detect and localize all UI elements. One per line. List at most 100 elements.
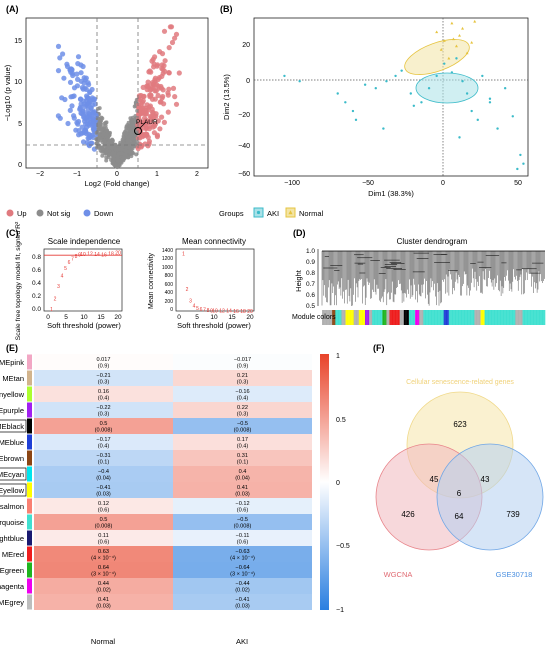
module-color-block xyxy=(358,310,366,325)
volcano-point xyxy=(107,149,112,154)
panel-label-d: (D) xyxy=(293,228,306,238)
volcano-point xyxy=(162,68,168,74)
volcano-point xyxy=(108,130,112,135)
scale-xtick: 15 xyxy=(97,314,105,321)
volcano-point xyxy=(74,120,80,126)
heatmap-pvalue-normal: (0.008) xyxy=(95,524,113,530)
scale-ylabel: Scale free topology model fit, signed R² xyxy=(15,221,22,340)
volcano-point xyxy=(62,96,68,103)
module-name: MEpurple xyxy=(0,406,24,415)
volcano-point xyxy=(149,109,156,115)
pca-point-aki xyxy=(516,167,519,171)
heatmap-pvalue-aki: (0.04) xyxy=(235,476,250,482)
legend-up-swatch xyxy=(6,209,14,217)
venn-count-top-right: 43 xyxy=(481,475,490,484)
heatmap-cell-normal xyxy=(34,450,173,466)
mc-ytick: 1200 xyxy=(162,256,173,262)
pca-ytick: −20 xyxy=(238,112,250,119)
volcano-point xyxy=(152,75,158,81)
legend-up-label: Up xyxy=(17,209,27,218)
venn-circle-gse xyxy=(436,443,544,551)
volcano-point xyxy=(166,45,172,51)
mc-xtick: 0 xyxy=(177,314,181,321)
heatmap-cell-normal xyxy=(34,370,173,386)
colorbar-tick: 1 xyxy=(336,353,340,360)
venn-count-center: 6 xyxy=(457,489,462,498)
volcano-point xyxy=(89,86,95,93)
heatmap-value-aki: −0.64 xyxy=(235,565,249,571)
module-color-block xyxy=(382,310,387,325)
module-color-block xyxy=(443,310,450,325)
scale-xtick: 5 xyxy=(64,314,68,321)
panel-label-b: (B) xyxy=(220,4,233,14)
volcano-point xyxy=(128,132,133,137)
dendro-title: Cluster dendrogram xyxy=(397,237,468,246)
pca-frame xyxy=(253,17,529,177)
volcano-point xyxy=(127,127,132,132)
volcano-point xyxy=(132,104,137,109)
volcano-point xyxy=(80,86,86,92)
module-color-block xyxy=(474,310,481,325)
volcano-point xyxy=(147,113,153,120)
volcano-point xyxy=(125,138,130,143)
module-swatch xyxy=(27,482,32,498)
scale-point: 10 xyxy=(80,252,86,258)
volcano-point xyxy=(116,158,120,163)
scale-ytick: 0.0 xyxy=(32,306,41,313)
volcano-point xyxy=(123,152,128,157)
heatmap-pvalue-aki: (4 × 10⁻⁴) xyxy=(230,555,255,562)
volcano-point xyxy=(146,104,152,110)
volcano-point xyxy=(80,63,86,70)
module-color-block xyxy=(372,310,383,325)
heatmap-pvalue-aki: (0.4) xyxy=(237,444,249,450)
pca-plot: −100 −50 0 50 20 0 −20 −40 −60 Dim1 (38.… xyxy=(219,17,529,218)
plaur-marker xyxy=(134,127,142,135)
volcano-point xyxy=(85,121,91,127)
heatmap-pvalue-aki: (3 × 10⁻⁴) xyxy=(230,571,255,578)
mc-point: 10 xyxy=(212,308,218,314)
heatmap-value-normal: 0.44 xyxy=(98,581,109,587)
colorbar-tick: 0 xyxy=(336,480,340,487)
heatmap-value-aki: 0.4 xyxy=(239,469,247,475)
plaur-label: PLAUR xyxy=(136,119,158,126)
volcano-point xyxy=(167,24,173,30)
scale-title: Scale independence xyxy=(48,237,121,246)
volcano-xtick: −2 xyxy=(36,171,44,178)
dendro-ytick: 1.0 xyxy=(306,248,315,255)
volcano-point xyxy=(67,79,74,85)
scale-point: 4 xyxy=(61,274,64,280)
volcano-point xyxy=(100,133,105,138)
volcano-point xyxy=(78,96,84,102)
pca-point-normal xyxy=(470,40,474,44)
venn-count-left-right: 64 xyxy=(455,512,464,521)
pca-point-aki xyxy=(354,118,358,122)
pca-point-aki xyxy=(458,136,461,139)
heatmap-pvalue-aki: (0.008) xyxy=(234,428,252,434)
pca-point-aki xyxy=(344,101,347,104)
volcano-point xyxy=(153,113,159,119)
volcano-ytick: 10 xyxy=(14,79,22,86)
heatmap-value-normal: 0.41 xyxy=(98,597,109,603)
volcano-point xyxy=(138,101,144,107)
venn-label-wgcna: WGCNA xyxy=(384,570,413,579)
scale-xtick: 0 xyxy=(46,314,50,321)
mc-ytick: 200 xyxy=(165,299,174,305)
mc-point: 1 xyxy=(182,251,185,257)
volcano-point xyxy=(160,87,166,93)
heatmap-value-normal: 0.63 xyxy=(98,549,109,555)
volcano-point xyxy=(161,28,168,34)
heatmap-cell-aki xyxy=(173,482,312,498)
heatmap-col-aki: AKI xyxy=(236,637,248,646)
volcano-point xyxy=(74,71,80,77)
scale-point: 5 xyxy=(64,266,67,272)
volcano-point xyxy=(159,62,165,68)
module-name: MEmagenta xyxy=(0,582,25,591)
volcano-point xyxy=(172,35,178,41)
module-name: MEbrown xyxy=(0,454,24,463)
venn-count-top: 623 xyxy=(453,420,467,429)
volcano-point xyxy=(151,85,157,91)
heatmap-value-aki: −0.5 xyxy=(237,421,248,427)
volcano-point xyxy=(113,147,118,151)
module-color-block xyxy=(369,310,373,325)
module-color-block xyxy=(399,310,405,325)
